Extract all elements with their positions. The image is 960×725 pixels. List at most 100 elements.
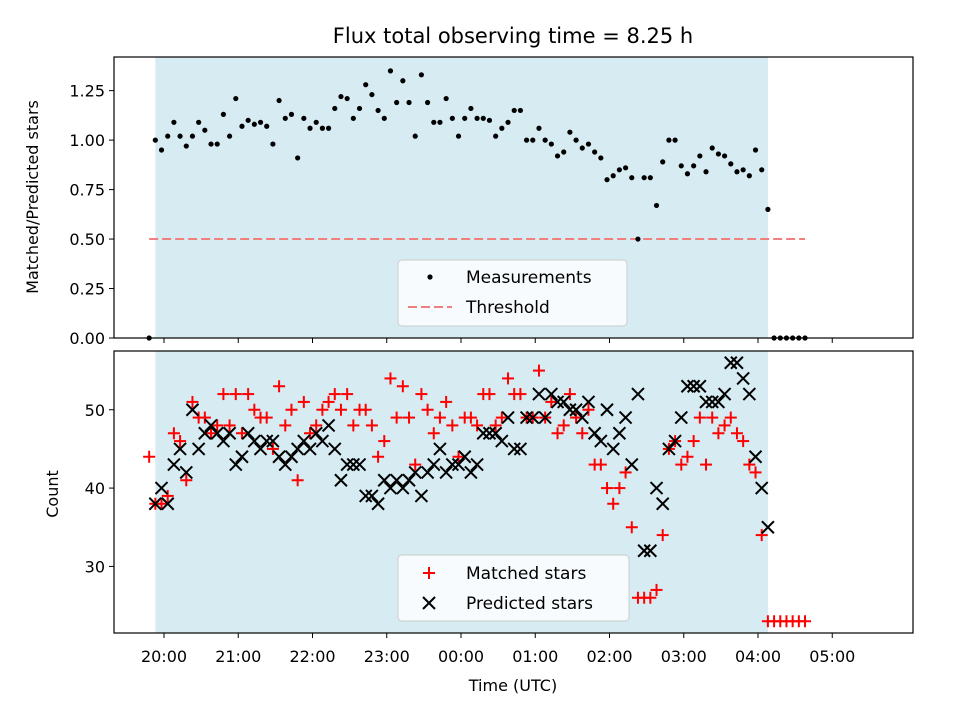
measurement-point <box>183 143 189 149</box>
predicted-star-marker <box>229 457 243 472</box>
predicted-star-marker <box>513 442 528 456</box>
measurement-point <box>394 99 400 106</box>
predicted-marker-stroke <box>507 442 521 456</box>
predicted-marker-stroke <box>699 395 713 409</box>
matched-star-marker <box>532 364 545 377</box>
predicted-marker-stroke <box>321 418 336 433</box>
matched-star-marker <box>205 427 218 440</box>
matched-star-marker <box>433 411 446 424</box>
predicted-star-marker <box>253 442 268 456</box>
measurement-point <box>511 107 517 114</box>
measurement-point <box>647 175 653 181</box>
predicted-marker-stroke <box>396 481 410 495</box>
threshold-legend-label: Threshold <box>465 298 550 318</box>
measurement-point <box>629 175 635 181</box>
top-legend-box <box>397 259 628 327</box>
measurement-point <box>332 105 338 112</box>
measurement-point <box>678 163 684 169</box>
predicted-star-marker <box>761 520 775 534</box>
bottom-y-ticks: 30 40 50 <box>85 401 114 576</box>
measurement-point <box>431 119 437 125</box>
matched-star-marker <box>730 427 743 440</box>
measurement-point <box>759 167 765 173</box>
predicted-star-marker <box>699 395 713 409</box>
predicted-star-marker <box>167 457 181 472</box>
measurement-point <box>585 141 592 147</box>
matched-star-marker <box>223 419 236 432</box>
predicted-star-marker <box>662 442 676 456</box>
matched-star-marker <box>489 419 502 432</box>
predicted-marker-stroke <box>439 465 453 480</box>
predicted-star-marker <box>216 434 231 448</box>
measurement-point <box>765 206 771 212</box>
matched-star-marker <box>656 529 669 542</box>
predicted-marker-stroke <box>748 450 763 464</box>
measurement-point <box>721 153 728 159</box>
predicted-star-marker <box>717 387 732 401</box>
matched-star-marker <box>174 435 187 448</box>
measurement-point <box>264 123 270 129</box>
predicted-marker-stroke <box>575 410 589 425</box>
predicted-marker-stroke <box>606 442 620 456</box>
predicted-star-marker <box>204 418 218 433</box>
matched-star-marker <box>749 466 762 479</box>
predicted-star-marker <box>247 434 262 448</box>
predicted-star-marker <box>191 442 206 456</box>
matched-star-marker <box>483 388 496 401</box>
matched-star-marker <box>594 458 607 471</box>
predicted-marker-stroke <box>637 544 651 558</box>
measurement-point <box>746 173 752 179</box>
measurement-point <box>165 133 171 139</box>
matched-star-marker <box>471 419 484 432</box>
measurement-point <box>480 115 486 121</box>
measurement-point <box>288 111 295 117</box>
measurement-point <box>672 137 678 143</box>
predicted-star-marker <box>600 403 614 417</box>
predicted-star-marker <box>557 395 571 409</box>
measurement-point <box>270 141 276 147</box>
predicted-star-marker <box>482 426 497 440</box>
x-tick-label: 02:00 <box>586 647 632 666</box>
predicted-star-marker <box>414 489 429 503</box>
predicted-star-marker <box>612 426 627 440</box>
predicted-star-marker <box>290 442 305 456</box>
predicted-star-marker <box>371 497 385 511</box>
predicted-marker-stroke <box>693 379 707 393</box>
x-axis-label: Time (UTC) <box>468 676 557 695</box>
predicted-marker-stroke <box>618 410 633 425</box>
measurements-legend-label: Measurements <box>466 268 592 288</box>
predicted-marker-stroke <box>266 434 280 448</box>
predicted-star-marker <box>408 465 422 480</box>
matched-star-marker <box>514 388 527 401</box>
measurement-point <box>455 133 462 139</box>
predicted-marker-stroke <box>433 442 447 456</box>
predicted-marker-stroke <box>649 481 664 495</box>
measurement-point <box>493 133 499 139</box>
matched-star-marker <box>421 403 434 416</box>
top-y-tick-label: 1.25 <box>69 82 105 101</box>
measurement-point <box>437 119 443 125</box>
predicted-marker-stroke <box>154 481 169 495</box>
measurement-point <box>641 175 647 181</box>
measurement-point <box>728 161 734 167</box>
matched-star-marker <box>328 388 341 401</box>
predicted-star-marker <box>198 426 212 440</box>
predicted-marker-stroke <box>557 395 571 409</box>
measurement-point <box>214 141 220 147</box>
predicted-marker-stroke <box>359 489 373 503</box>
measurement-point <box>653 202 660 209</box>
matched-legend-marker <box>423 567 435 579</box>
predicted-marker-stroke <box>538 410 552 425</box>
predicted-marker-stroke <box>594 434 608 448</box>
predicted-star-marker <box>519 410 534 425</box>
x-tick-label: 03:00 <box>661 647 707 666</box>
measurement-point <box>387 68 394 74</box>
measurement-point <box>369 91 375 98</box>
top-axes-frame <box>113 56 914 339</box>
predicted-marker-stroke <box>488 426 503 440</box>
matched-star-marker <box>248 403 261 416</box>
predicted-star-marker <box>377 473 391 487</box>
predicted-marker-stroke <box>581 395 596 409</box>
predicted-marker-stroke <box>161 497 175 511</box>
x-tick-label: 21:00 <box>215 647 261 666</box>
